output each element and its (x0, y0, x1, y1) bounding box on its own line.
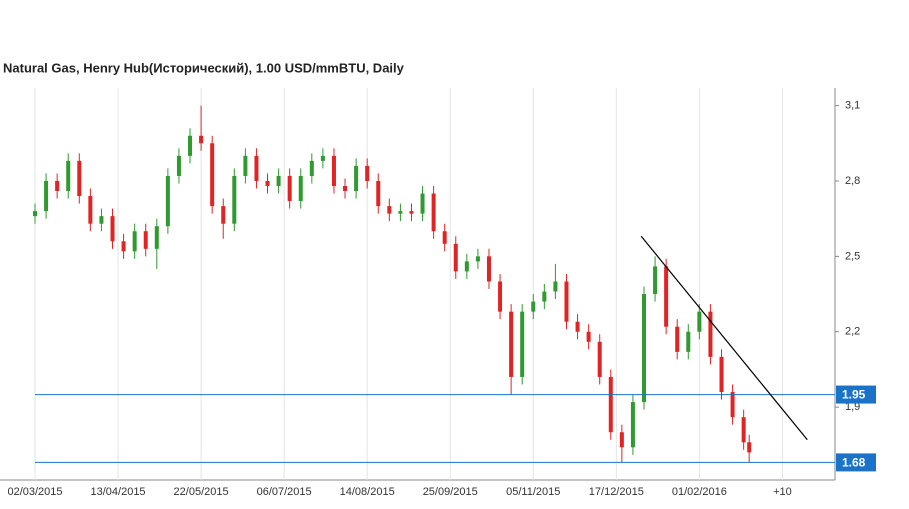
candle-body (154, 226, 159, 249)
x-tick-label: 17/12/2015 (589, 486, 644, 498)
candle-body (254, 155, 259, 181)
candle-body (686, 331, 691, 352)
x-tick-label: +10 (773, 486, 792, 498)
candle-body (309, 160, 314, 176)
candle-body (243, 155, 248, 176)
candle-body (55, 180, 60, 192)
candle-body (143, 231, 148, 249)
candle-body (44, 180, 49, 212)
candle-body (121, 241, 126, 252)
candle-body (99, 216, 104, 224)
candle-body (697, 311, 702, 332)
candle-body (498, 281, 503, 312)
candle-body (298, 175, 303, 202)
candle-body (531, 301, 536, 312)
candle-body (608, 376, 613, 433)
candle-body (509, 311, 514, 377)
level-label-box (836, 453, 876, 472)
candle-body (88, 196, 93, 224)
candle-body (232, 175, 237, 224)
x-tick-label: 14/08/2015 (340, 486, 395, 498)
candle-body (420, 193, 425, 214)
y-tick-label: 3,1 (845, 99, 860, 111)
x-tick-label: 05/11/2015 (506, 486, 560, 498)
candle-body (343, 186, 348, 192)
candle-body (553, 281, 558, 292)
y-tick-label: 2,8 (845, 175, 860, 187)
candle-body (630, 402, 635, 448)
candle-body (409, 211, 414, 214)
candle-body (586, 331, 591, 342)
candle-body (265, 180, 270, 186)
candle-body (520, 311, 525, 377)
candle-body (486, 256, 491, 282)
candle-body (453, 243, 458, 272)
x-tick-label: 13/04/2015 (91, 486, 146, 498)
candle-body (619, 432, 624, 448)
candle-body (66, 160, 71, 192)
candle-body (199, 135, 204, 144)
candle-body (221, 206, 226, 224)
x-tick-label: 02/03/2015 (7, 486, 62, 498)
candle-body (431, 193, 436, 232)
candle-body (354, 165, 359, 192)
candle-body (77, 160, 82, 197)
candle-body (376, 180, 381, 207)
candle-body (564, 281, 569, 322)
x-tick-label: 22/05/2015 (174, 486, 229, 498)
candle-body (475, 256, 480, 262)
candle-body (331, 155, 336, 186)
candle-body (210, 143, 215, 207)
candle-body (398, 211, 403, 214)
candle-body (597, 341, 602, 377)
candle-body (653, 266, 658, 295)
candle-body (276, 175, 281, 186)
level-label: 1.68 (842, 456, 866, 470)
candle-body (365, 165, 370, 181)
chart-title: Natural Gas, Henry Hub(Исторический), 1.… (3, 60, 405, 75)
x-tick-label: 01/02/2016 (672, 486, 727, 498)
candle-body (664, 266, 669, 327)
candle-body (675, 326, 680, 352)
candle-body (741, 417, 746, 443)
candle-body (132, 231, 137, 252)
candle-body (320, 155, 325, 161)
level-label: 1.95 (842, 388, 866, 402)
x-tick-label: 06/07/2015 (257, 486, 312, 498)
candle-body (641, 294, 646, 403)
y-tick-label: 2,5 (845, 250, 860, 262)
candle-body (165, 175, 170, 227)
candle-body (747, 442, 752, 453)
candle-body (575, 321, 580, 332)
candle-body (464, 261, 469, 272)
level-label-box (836, 385, 876, 404)
candle-body (176, 155, 181, 176)
y-tick-label: 1,9 (845, 401, 860, 413)
candle-body (719, 356, 724, 393)
candle-body (188, 135, 193, 156)
y-tick-label: 2,2 (845, 326, 860, 338)
candle-body (730, 392, 735, 418)
candle-body (542, 291, 547, 302)
candle-body (708, 311, 713, 357)
trend-line (640, 235, 808, 441)
candle-body (387, 206, 392, 214)
candle-body (287, 175, 292, 202)
candle-body (33, 211, 37, 217)
x-tick-label: 25/09/2015 (423, 486, 478, 498)
candle-body (110, 216, 115, 242)
candle-body (442, 231, 447, 244)
